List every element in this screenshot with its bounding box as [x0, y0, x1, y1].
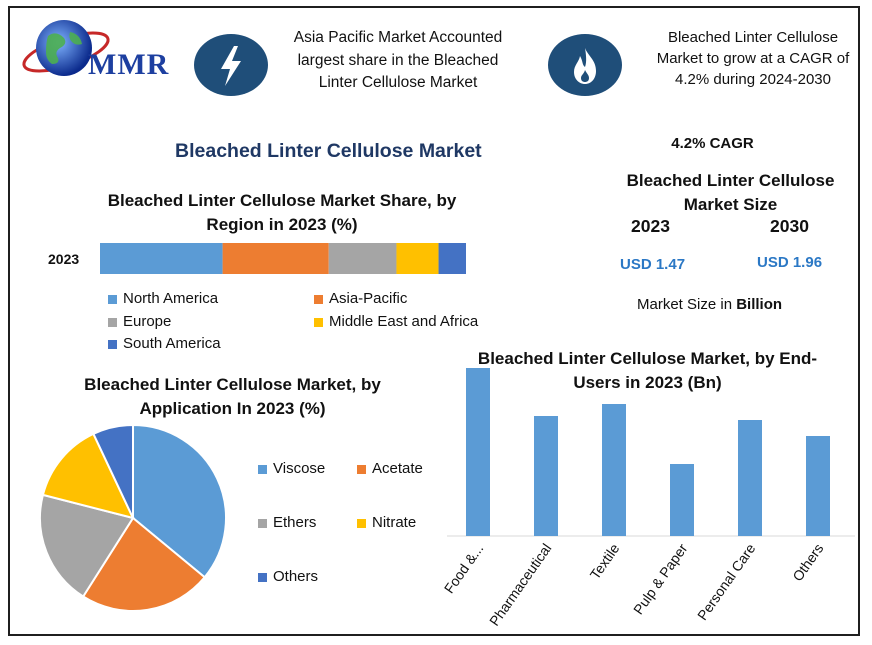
- bar-pharmaceutical: [534, 416, 558, 536]
- legend-label: South America: [123, 335, 221, 352]
- header-left-text: Asia Pacific Market Accounted largest sh…: [293, 29, 503, 91]
- unit-bold: Billion: [736, 296, 783, 313]
- legend-label: Viscose: [273, 460, 326, 477]
- year-2030: 2030: [770, 216, 809, 236]
- pie-slice-nitrate: [41, 432, 135, 520]
- region-segment-middle-east-and-africa: [396, 243, 439, 274]
- market-size-unit: Market Size in Billion: [637, 296, 782, 313]
- pie-legend-item-others: Others: [258, 568, 318, 585]
- enduser-chart-title: Bleached Linter Cellulose Market, by End…: [477, 349, 818, 392]
- bar-food: [466, 368, 490, 536]
- legend-label: Nitrate: [372, 514, 417, 531]
- legend-label: Middle East and Africa: [329, 313, 479, 330]
- legend-label: Others: [273, 568, 319, 585]
- value-2030: USD 1.96: [757, 254, 823, 271]
- pie-slice-others: [92, 423, 134, 519]
- pie-legend-item-viscose: Viscose: [258, 460, 325, 477]
- legend-label: Asia-Pacific: [329, 290, 408, 307]
- application-chart-title: Bleached Linter Cellulose Market, by App…: [84, 375, 381, 418]
- globe-icon: [22, 20, 110, 76]
- region-segment-asia-pacific: [222, 243, 329, 274]
- legend-swatch: [258, 572, 267, 582]
- bar-pulp-paper: [670, 464, 694, 536]
- mmr-logo: MMR: [18, 14, 178, 84]
- lightning-icon: [194, 34, 268, 96]
- region-segment-north-america: [100, 243, 223, 274]
- legend-swatch: [314, 317, 323, 327]
- legend-label: Europe: [123, 313, 172, 330]
- legend-label: Acetate: [372, 460, 423, 477]
- x-tick-label-food: Food &...: [441, 541, 487, 597]
- pie-slice-viscose: [132, 423, 227, 579]
- region-chart-title: Bleached Linter Cellulose Market Share, …: [107, 191, 457, 234]
- legend-label: North America: [123, 290, 219, 307]
- infographic-frame: [8, 6, 860, 636]
- legend-swatch: [314, 294, 323, 304]
- legend-swatch: [357, 464, 366, 474]
- pie-slice-acetate: [81, 516, 207, 612]
- legend-item-north-america: North America: [108, 290, 218, 307]
- value-2023: USD 1.47: [620, 256, 686, 273]
- legend-swatch: [108, 317, 117, 327]
- cagr-label: 4.2% CAGR: [671, 135, 754, 152]
- x-tick-label-personal-care: Personal Care: [694, 540, 759, 623]
- x-tick-label-others: Others: [789, 541, 826, 585]
- legend-item-middle-east-and-africa: Middle East and Africa: [314, 313, 478, 330]
- bar-others: [806, 436, 830, 536]
- legend-item-asia-pacific: Asia-Pacific: [314, 290, 407, 307]
- header-right-text: Bleached Linter Cellulose Market to grow…: [656, 29, 850, 88]
- bar-textile: [602, 404, 626, 536]
- legend-item-south-america: South America: [108, 335, 221, 352]
- x-tick-label-textile: Textile: [587, 540, 623, 582]
- legend-swatch: [258, 518, 267, 528]
- pie-slice-ethers: [39, 493, 135, 598]
- pie-legend-item-ethers: Ethers: [258, 514, 316, 531]
- market-size-title: Bleached Linter Cellulose Market Size: [626, 171, 835, 214]
- region-segment-europe: [328, 243, 397, 274]
- pie-legend-item-acetate: Acetate: [357, 460, 423, 477]
- logo-text: MMR: [88, 48, 170, 81]
- legend-swatch: [108, 339, 117, 349]
- legend-label: Ethers: [273, 514, 317, 531]
- legend-swatch: [258, 464, 267, 474]
- year-2023: 2023: [631, 216, 670, 236]
- pie-legend-item-nitrate: Nitrate: [357, 514, 416, 531]
- x-tick-label-pharmaceutical: Pharmaceutical: [486, 541, 554, 629]
- flame-icon: [548, 34, 622, 96]
- legend-swatch: [108, 294, 117, 304]
- x-tick-label-pulp-paper: Pulp & Paper: [630, 540, 691, 617]
- unit-prefix: Market Size in: [637, 296, 737, 313]
- main-title: Bleached Linter Cellulose Market: [175, 140, 482, 162]
- legend-item-europe: Europe: [108, 313, 171, 330]
- bar-personal-care: [738, 420, 762, 536]
- region-segment-south-america: [438, 243, 466, 274]
- legend-swatch: [357, 518, 366, 528]
- region-category-label: 2023: [48, 251, 80, 267]
